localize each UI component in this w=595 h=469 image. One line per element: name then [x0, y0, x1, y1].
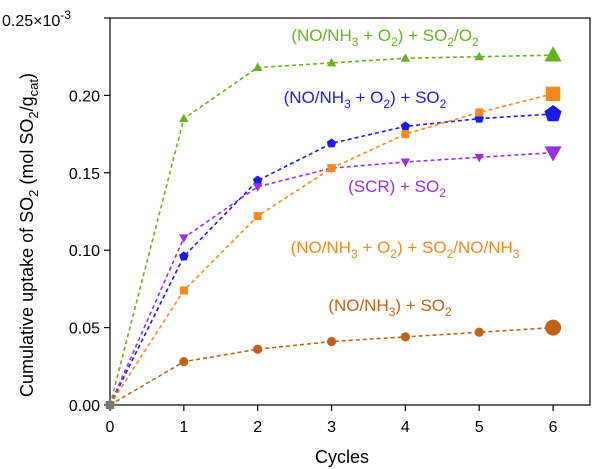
series-4-point-5	[474, 327, 484, 337]
x-tick-label-3: 3	[327, 419, 336, 436]
series-4-point-4	[400, 332, 410, 342]
series-line-0	[109, 54, 554, 406]
series-4-point-0	[105, 400, 115, 410]
y-axis-title: Cumulative uptake of SO2 (mol SO2/gcat)	[17, 73, 41, 397]
x-tick-label-1: 1	[179, 419, 188, 436]
series-labels: (NO/NH3 + O2) + SO2/O2 (NO/NH3 + O2) + SO…	[284, 26, 520, 319]
x-tick-label-6: 6	[549, 419, 558, 436]
series-label-3: (NO/NH3 + O2) + SO2/NO/NH3	[291, 238, 520, 261]
series-2-point-2	[252, 183, 263, 192]
y-multiplier-exp: -3	[60, 8, 71, 22]
y-multiplier-prefix: 0.25	[2, 13, 33, 30]
series-markers	[105, 46, 562, 410]
series-1-point-4	[400, 121, 411, 131]
series-label-0: (NO/NH3 + O2) + SO2/O2	[291, 26, 479, 49]
series-2-point-6	[544, 146, 562, 162]
series-3-point-5	[475, 108, 484, 117]
series-3-point-6	[545, 86, 561, 102]
x-tick-label-0: 0	[106, 419, 115, 436]
axes	[109, 17, 591, 406]
series-2-point-1	[179, 234, 189, 243]
y-tick-label-0.15: 0.15	[69, 166, 100, 183]
series-0-point-5	[474, 51, 484, 61]
series-3-point-2	[253, 212, 262, 221]
series-label-2: (SCR) + SO2	[348, 177, 446, 200]
x-axis-title: Cycles	[315, 447, 369, 467]
series-4-point-6	[545, 319, 562, 336]
series-4-point-3	[326, 336, 337, 347]
series-0-point-6	[544, 46, 562, 62]
plot-frame	[109, 17, 591, 406]
y-tick-label-0.10: 0.10	[69, 243, 100, 260]
series-1-point-6	[544, 104, 562, 122]
series-0-point-2	[252, 62, 263, 72]
y-tick-label-0.00: 0.00	[69, 398, 100, 415]
ticks: 0 1 2 3 4 5 6 0.00 0.05 0.10 0.15 0.20	[69, 17, 558, 436]
series-4-point-1	[179, 357, 189, 367]
series-0-point-4	[400, 53, 411, 62]
series-3-point-3	[327, 164, 336, 173]
series-2-point-5	[474, 153, 484, 163]
series-4-point-2	[253, 344, 263, 354]
series-1-point-2	[252, 175, 263, 185]
series-2-point-4	[400, 158, 411, 167]
y-tick-label-0.05: 0.05	[69, 321, 100, 338]
series-line-2	[109, 151, 554, 406]
x-tick-label-4: 4	[401, 419, 410, 436]
series-0-point-1	[179, 113, 189, 123]
series-3-point-1	[179, 286, 188, 295]
series-label-4: (NO/NH3) + SO2	[328, 296, 452, 319]
x-tick-label-2: 2	[253, 419, 262, 436]
series-lines	[109, 54, 554, 406]
series-1-point-3	[326, 138, 337, 148]
y-multiplier-base: ×10	[33, 13, 60, 30]
series-label-1: (NO/NH3 + O2) + SO2	[284, 88, 447, 111]
y-axis-multiplier: 0.25×10-3	[2, 8, 71, 30]
x-tick-label-5: 5	[475, 419, 484, 436]
y-tick-label-0.20: 0.20	[69, 88, 100, 105]
series-0-point-3	[326, 57, 337, 67]
series-3-point-4	[401, 130, 410, 139]
series-1-point-1	[179, 251, 189, 261]
